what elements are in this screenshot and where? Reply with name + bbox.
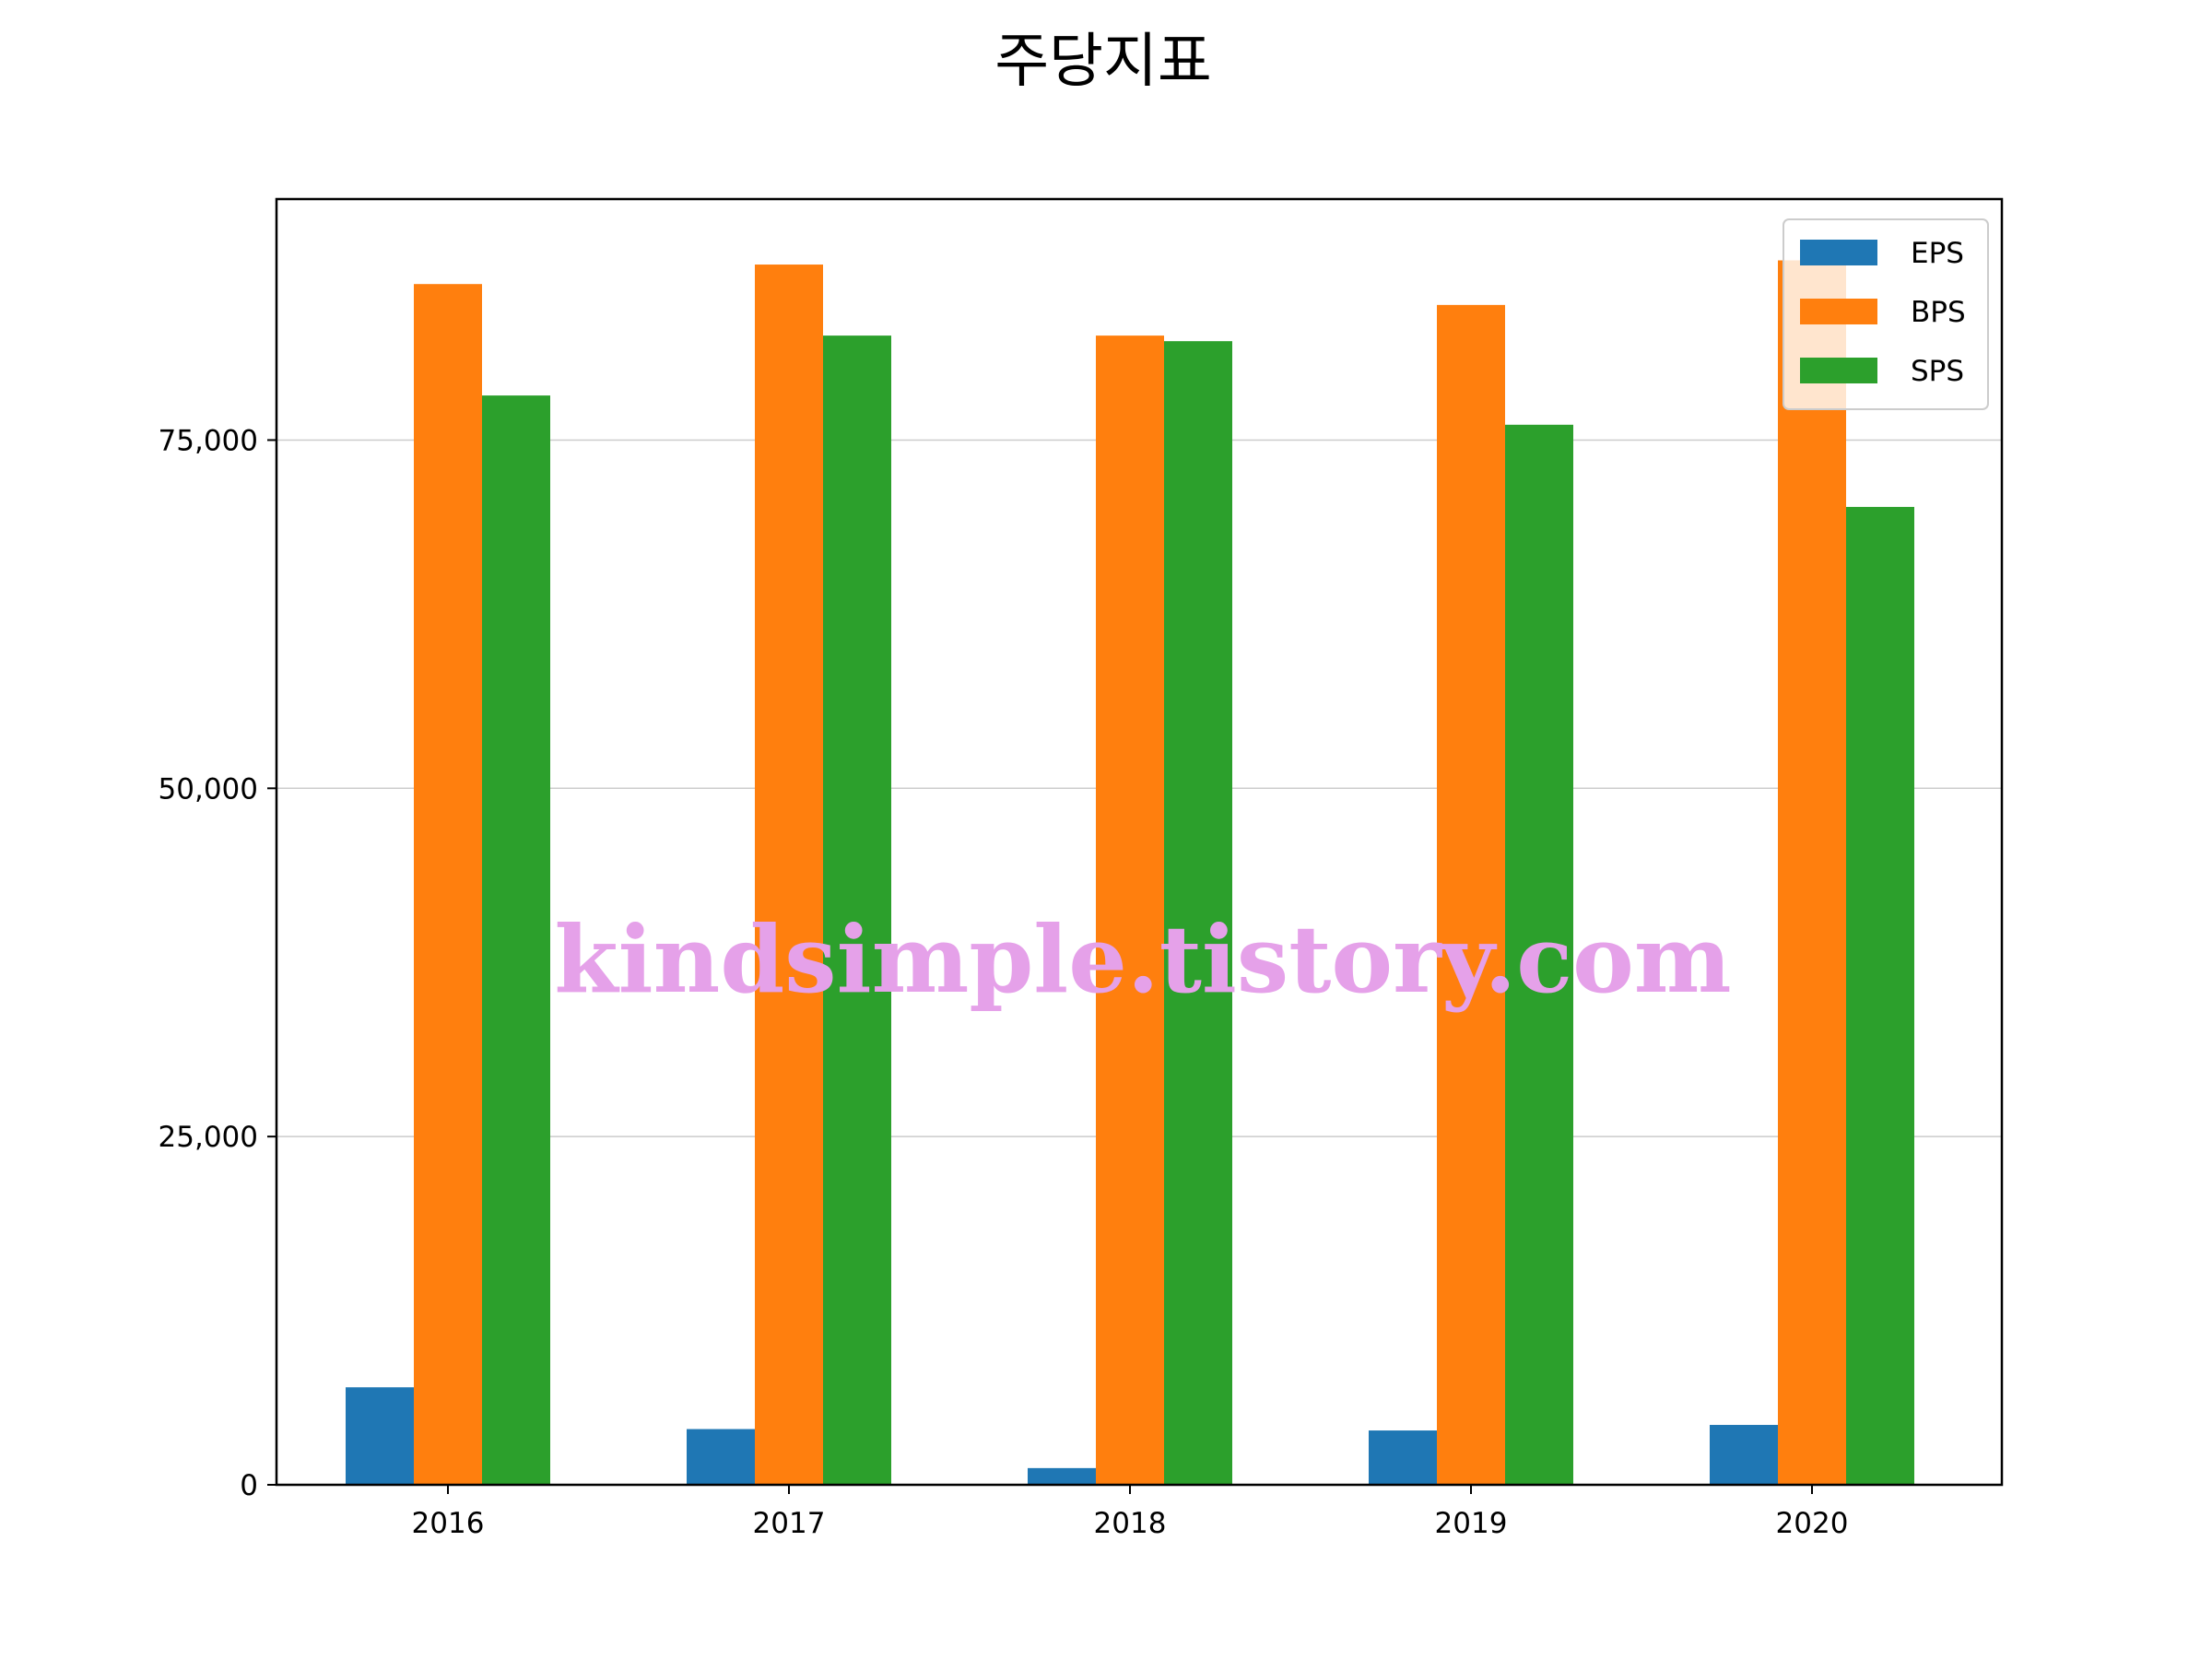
bar-eps-2020 (1710, 1425, 1778, 1485)
legend: EPS BPS SPS (1783, 218, 1989, 410)
legend-swatch-bps (1800, 299, 1877, 324)
legend-swatch-sps (1800, 358, 1877, 383)
bar-eps-2016 (346, 1387, 414, 1485)
bar-bps-2018 (1096, 335, 1164, 1485)
legend-label-sps: SPS (1911, 355, 1964, 388)
x-tick-label: 2016 (412, 1507, 485, 1540)
y-axis: 0 25,000 50,000 75,000 (159, 424, 276, 1502)
y-tick-label: 50,000 (159, 772, 258, 806)
bar-bps-2016 (414, 284, 482, 1485)
x-tick-label: 2020 (1776, 1507, 1849, 1540)
bar-sps-2017 (823, 335, 891, 1485)
x-tick-label: 2017 (753, 1507, 826, 1540)
bar-sps-2019 (1505, 424, 1573, 1485)
bar-sps-2016 (482, 395, 550, 1485)
legend-label-bps: BPS (1911, 296, 1966, 329)
legend-swatch-eps (1800, 240, 1877, 265)
y-tick-label: 75,000 (159, 424, 258, 457)
x-tick-label: 2018 (1094, 1507, 1167, 1540)
legend-label-eps: EPS (1911, 237, 1964, 270)
bars (346, 260, 1914, 1486)
watermark-text: kindsimple.tistory.com (554, 905, 1731, 1014)
bar-bps-2017 (755, 265, 823, 1485)
bar-eps-2017 (687, 1429, 755, 1485)
x-tick-label: 2019 (1435, 1507, 1508, 1540)
chart-title: 주당지표 (994, 28, 1212, 96)
bar-bps-2020 (1778, 260, 1846, 1486)
plot-frame (275, 197, 2004, 1487)
bar-sps-2018 (1164, 341, 1232, 1485)
x-axis: 2016 2017 2018 2019 2020 (412, 1485, 1849, 1540)
bar-bps-2019 (1437, 304, 1505, 1486)
bar-eps-2019 (1369, 1430, 1437, 1485)
bar-eps-2018 (1028, 1467, 1096, 1485)
y-tick-label: 25,000 (159, 1121, 258, 1154)
y-tick-label: 0 (240, 1469, 258, 1502)
bar-sps-2020 (1846, 507, 1914, 1485)
